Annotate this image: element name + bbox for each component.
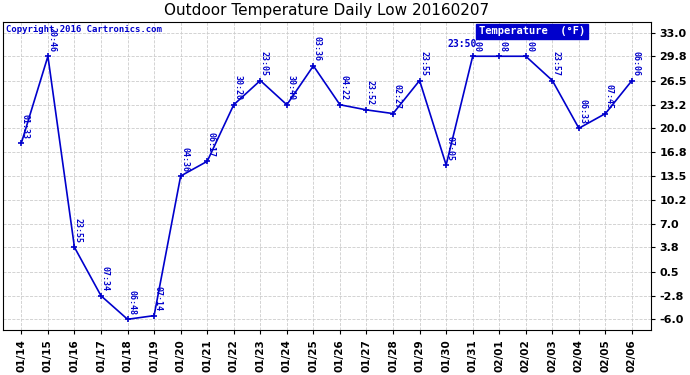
Text: 23:57: 23:57: [552, 51, 561, 76]
Text: 07:08: 07:08: [499, 27, 508, 52]
Text: 06:33: 06:33: [578, 99, 587, 124]
Text: 07:45: 07:45: [605, 84, 614, 109]
Text: 06:48: 06:48: [127, 290, 136, 315]
Text: 23:52: 23:52: [366, 81, 375, 105]
Text: 20:46: 20:46: [48, 27, 57, 52]
Text: 04:22: 04:22: [339, 75, 348, 100]
Text: 23:05: 23:05: [259, 51, 269, 76]
Text: 30:20: 30:20: [233, 75, 242, 100]
Text: 23:55: 23:55: [74, 218, 83, 243]
Text: 07:14: 07:14: [154, 286, 163, 311]
Text: 23:50: 23:50: [447, 39, 477, 50]
Text: 02:27: 02:27: [393, 84, 402, 109]
Text: 06:06: 06:06: [631, 51, 640, 76]
Text: 01:33: 01:33: [21, 114, 30, 138]
Text: 07:34: 07:34: [101, 266, 110, 291]
Text: 00:00: 00:00: [525, 27, 534, 52]
Text: 03:36: 03:36: [313, 36, 322, 62]
Text: 06:17: 06:17: [207, 132, 216, 157]
Text: Temperature  (°F): Temperature (°F): [479, 26, 585, 36]
Text: 07:05: 07:05: [446, 136, 455, 160]
Text: 00:00: 00:00: [472, 27, 481, 52]
Text: 04:36: 04:36: [180, 147, 189, 172]
Text: 30:40: 30:40: [286, 75, 295, 100]
Text: Copyright 2016 Cartronics.com: Copyright 2016 Cartronics.com: [6, 25, 162, 34]
Text: 23:55: 23:55: [419, 51, 428, 76]
Title: Outdoor Temperature Daily Low 20160207: Outdoor Temperature Daily Low 20160207: [164, 3, 489, 18]
